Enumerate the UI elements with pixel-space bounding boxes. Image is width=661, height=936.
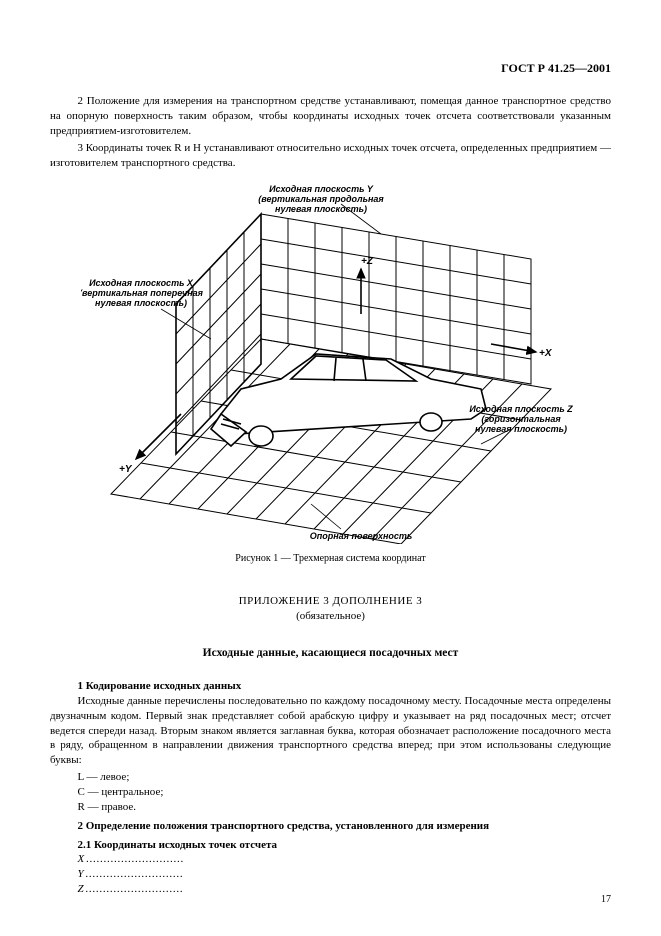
plane-x-label-3: нулевая плоскость) [95,298,187,308]
coord-z: Z [50,882,611,897]
plane-y-label-3: нулевая плоскость) [275,204,367,214]
section-body-1: Исходные данные перечислены последовател… [50,694,611,768]
page-number: 17 [601,893,611,907]
figure-1-container: +Z +X +Y Исходная плоскость Y (вертикаль… [50,184,611,566]
paragraph-3: 3 Координаты точек R и H устанавливают о… [50,141,611,171]
appendix-subtitle: (обязательное) [50,609,611,624]
appendix-title: ПРИЛОЖЕНИЕ 3 ДОПОЛНЕНИЕ 3 [50,594,611,609]
document-standard-code: ГОСТ Р 41.25—2001 [50,60,611,76]
coordinate-system-diagram: +Z +X +Y Исходная плоскость Y (вертикаль… [81,184,581,544]
plane-x-label-2: (вертикальная поперечная [81,288,204,298]
plane-z-label-3: нулевая плоскость) [475,424,567,434]
plane-x-label-1: Исходная плоскость X [89,278,194,288]
axis-x-label: +X [539,348,553,359]
plane-y-label-1: Исходная плоскость Y [269,184,374,194]
subheading-2: 2 Определение положения транспортного ср… [50,819,611,834]
list-item-l: L — левое; [50,770,611,785]
plane-z-label-1: Исходная плоскость Z [469,404,573,414]
paragraph-2: 2 Положение для измерения на транспортно… [50,94,611,139]
figure-caption: Рисунок 1 — Трехмерная система координат [50,552,611,566]
list-item-r: R — правое. [50,800,611,815]
section-heading: Исходные данные, касающиеся посадочных м… [50,646,611,662]
coord-y: Y [50,867,611,882]
axis-z-label: +Z [361,256,374,267]
support-surface-label: Опорная поверхность [309,531,412,541]
axis-y-label: +Y [119,464,133,475]
subheading-2-1: 2.1 Координаты исходных точек отсчета [50,838,611,853]
plane-y-label-2: (вертикальная продольная [258,194,384,204]
list-item-c: C — центральное; [50,785,611,800]
coord-x: X [50,852,611,867]
subheading-1: 1 Кодирование исходных данных [50,679,611,694]
plane-z-label-2: (горизонтальная [481,414,561,424]
